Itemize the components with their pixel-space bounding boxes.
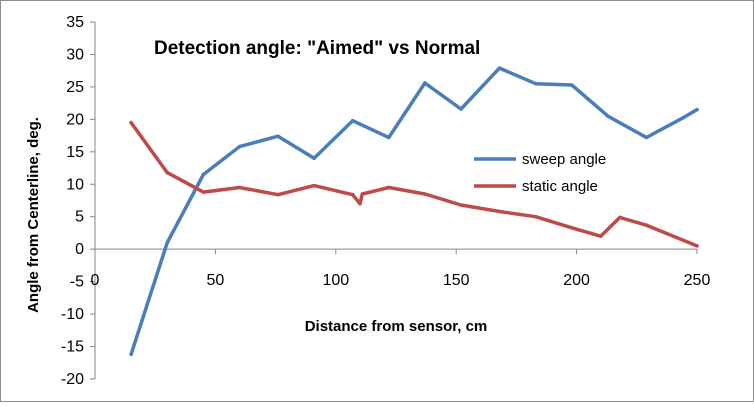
static-angle-point [129, 120, 133, 125]
sweep-angle-point [423, 81, 427, 85]
sweep-angle-point [606, 114, 610, 118]
static-angle-point [237, 185, 242, 190]
x-tick-label: 150 [443, 272, 470, 289]
sweep-angle-point [680, 116, 685, 120]
sweep-angle-point [350, 118, 355, 123]
x-axis-title: Distance from sensor, cm [305, 318, 488, 335]
sweep-angle-point [165, 240, 169, 245]
static-angle-point [618, 215, 622, 220]
static-angle-line [129, 120, 699, 248]
y-tick-label: 20 [66, 111, 84, 128]
y-axis-title: Angle from Centerline, deg. [25, 117, 42, 313]
y-tick-label: -15 [61, 339, 84, 356]
static-angle-point [533, 214, 538, 219]
legend-label-static-angle: static angle [522, 178, 598, 195]
axes: -20 -15 -10 -5 0 5 10 15 20 25 30 35 0 50 100 150 200 250 [61, 14, 711, 388]
sweep-angle-point [129, 352, 133, 357]
static-angle-point [423, 192, 427, 196]
static-angle-point [276, 192, 280, 197]
sweep-angle-point [644, 135, 649, 140]
static-angle-point [570, 226, 574, 230]
static-angle-point [350, 192, 355, 197]
static-angle-point [312, 183, 316, 188]
static-angle-point [358, 201, 362, 206]
x-tick-label: 0 [91, 272, 100, 289]
sweep-angle-point [459, 107, 463, 111]
static-angle-point [598, 234, 603, 238]
y-tick-label: 0 [75, 241, 84, 258]
sweep-angle-line [129, 66, 699, 357]
static-angle-point [387, 185, 391, 190]
x-tick-label: 50 [207, 272, 225, 289]
static-angle-point [497, 209, 502, 214]
x-tick-label: 100 [322, 272, 349, 289]
static-angle-point [644, 223, 649, 227]
sweep-angle-point [201, 172, 206, 177]
y-tick-label: 25 [66, 79, 84, 96]
y-tick-label: -20 [61, 371, 84, 388]
series-layer [129, 66, 699, 357]
static-angle-point [201, 190, 206, 194]
sweep-angle-point [695, 107, 699, 112]
y-tick-label: -5 [70, 274, 84, 291]
static-angle-point [459, 203, 463, 207]
y-tick-label: 10 [66, 176, 84, 193]
static-angle-point [165, 170, 169, 175]
legend: sweep angle static angle [474, 151, 606, 195]
sweep-angle-point [570, 83, 574, 87]
sweep-angle-point [533, 81, 538, 86]
y-tick-label: -10 [61, 306, 84, 323]
x-tick-label: 250 [684, 272, 711, 289]
sweep-angle-point [276, 134, 280, 138]
legend-label-sweep-angle: sweep angle [522, 151, 606, 168]
static-angle-point [695, 244, 699, 248]
y-tick-label: 15 [66, 144, 84, 161]
y-tick-label: 35 [66, 14, 84, 31]
static-angle-point [360, 192, 365, 196]
y-tick-label: 5 [75, 209, 84, 226]
sweep-angle-point [497, 66, 502, 70]
sweep-angle-point [312, 156, 316, 161]
sweep-angle-point [237, 144, 242, 149]
sweep-angle-point [387, 135, 391, 140]
chart-title: Detection angle: "Aimed" vs Normal [154, 38, 480, 59]
x-tick-label: 200 [563, 272, 590, 289]
y-tick-label: 30 [66, 46, 84, 63]
